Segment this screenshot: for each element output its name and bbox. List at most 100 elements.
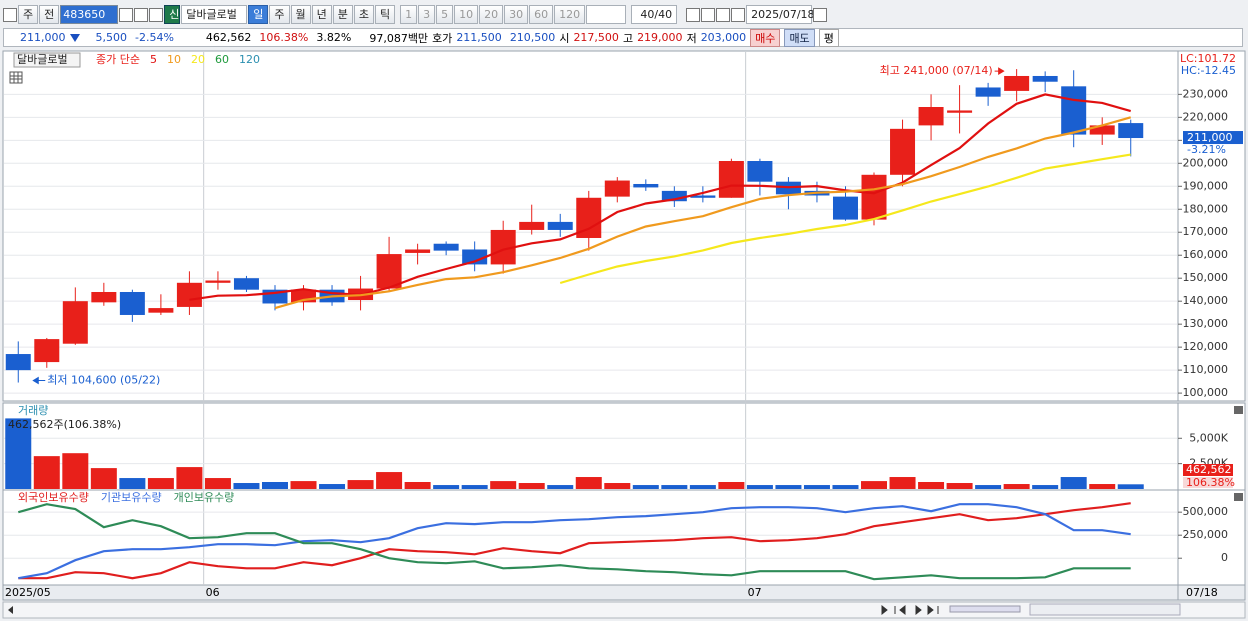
holding-line xyxy=(18,502,1131,580)
period-button[interactable]: 년 xyxy=(311,5,332,24)
volume-bar xyxy=(290,481,317,489)
period-button[interactable]: 초 xyxy=(353,5,374,24)
calendar-icon[interactable] xyxy=(813,7,828,22)
sell-button[interactable]: 매도 xyxy=(784,28,815,47)
ma-line xyxy=(189,93,1132,301)
volume-bar xyxy=(33,456,60,489)
price-tag-change: -3.21% xyxy=(1187,143,1226,156)
candle-body xyxy=(861,174,887,220)
ratio-tag-label: 106.38% xyxy=(1186,476,1235,489)
volume-bar xyxy=(918,482,945,489)
count-button[interactable]: 20 xyxy=(479,5,504,24)
count-button[interactable]: 30 xyxy=(504,5,529,24)
nav-buttons[interactable] xyxy=(881,604,939,616)
dropdown[interactable] xyxy=(119,7,134,22)
prev-button[interactable]: 전 xyxy=(39,5,60,24)
grid-icon-lines xyxy=(10,72,22,83)
date-input[interactable]: 2025/07/18 xyxy=(746,5,815,24)
candle-body xyxy=(405,249,431,253)
volume-bar xyxy=(147,478,174,489)
buy-button[interactable]: 매수 xyxy=(750,28,781,47)
period-button[interactable]: 일 xyxy=(248,5,269,24)
candle-body xyxy=(690,195,716,198)
sound[interactable] xyxy=(149,7,164,22)
holding-line xyxy=(18,503,1131,581)
stock-name: 달바글로벌 xyxy=(17,53,68,66)
scroll-left[interactable] xyxy=(8,606,13,614)
scrollbar[interactable] xyxy=(2,601,1246,619)
y-tick-label: 100,000 xyxy=(1183,386,1229,399)
volume-bar xyxy=(946,483,973,489)
ask: 211,500 xyxy=(456,31,502,44)
legend-entry: 기관보유수량 xyxy=(101,491,162,504)
volume-bar xyxy=(461,485,488,489)
legend-entry: 개인보유수량 xyxy=(174,491,235,504)
settings-icon[interactable] xyxy=(731,7,746,22)
volume-bar xyxy=(176,467,203,489)
candle-body xyxy=(661,190,687,202)
tool-icons[interactable] xyxy=(1029,603,1181,616)
count-buttons: 1 3 5 10 20 30 60 120 xyxy=(400,5,586,24)
code-input[interactable]: 483650 xyxy=(60,5,119,24)
zoom-slider[interactable] xyxy=(949,605,1021,613)
x-tick-label: 2025/05 xyxy=(5,586,51,599)
count-button[interactable]: 10 xyxy=(454,5,479,24)
y-tick-label: 220,000 xyxy=(1183,110,1229,123)
volume-bar xyxy=(1032,485,1059,489)
grid-icon[interactable] xyxy=(9,71,23,84)
period-button[interactable]: 분 xyxy=(332,5,353,24)
holdings-panel xyxy=(2,489,1179,586)
custom-input[interactable] xyxy=(586,5,627,24)
new-badge: 신 xyxy=(164,5,181,24)
candle-body xyxy=(233,278,259,290)
x-axis-right xyxy=(1177,584,1246,601)
name-box xyxy=(13,52,81,68)
low: 203,000 xyxy=(700,31,747,44)
volume-bar xyxy=(547,485,574,489)
ma-line xyxy=(559,153,1131,285)
holdings-axis-panel xyxy=(1177,489,1246,586)
close-holdings[interactable] xyxy=(1234,493,1243,501)
legend-entry: 5 xyxy=(150,53,157,66)
candle-body xyxy=(1061,86,1087,135)
volume-bar xyxy=(575,477,602,489)
bid-ask-label: 호가 xyxy=(432,31,453,45)
volume-bar xyxy=(1060,477,1087,489)
volume-bar xyxy=(119,478,146,489)
count-button[interactable]: 120 xyxy=(554,5,586,24)
count-button[interactable]: 5 xyxy=(436,5,454,24)
count-button[interactable]: 1 xyxy=(400,5,418,24)
volume-bar xyxy=(62,453,89,489)
candle-body xyxy=(433,243,459,251)
volume-bar xyxy=(90,468,117,489)
y-tick-label: 230,000 xyxy=(1183,87,1229,100)
legend-entry: 120 xyxy=(239,53,260,66)
search[interactable] xyxy=(134,7,149,22)
period-select[interactable]: 주 xyxy=(18,5,39,24)
volume-bar xyxy=(803,485,830,489)
avg-button[interactable]: 평 xyxy=(818,28,839,47)
count-button[interactable]: 60 xyxy=(529,5,554,24)
volume-bar xyxy=(889,477,916,489)
candle-body xyxy=(91,291,117,303)
save-icon[interactable] xyxy=(716,7,731,22)
close-volume[interactable] xyxy=(1234,406,1243,414)
period-button[interactable]: 월 xyxy=(290,5,311,24)
tool-icon[interactable] xyxy=(686,7,701,22)
bid: 210,500 xyxy=(509,31,556,44)
volume-bar xyxy=(404,482,431,489)
x-axis-panel xyxy=(2,584,1179,601)
down-arrow xyxy=(69,33,80,42)
layout-icon[interactable] xyxy=(3,7,17,22)
tool-icon[interactable] xyxy=(701,7,716,22)
low-note: 최저 104,600 (05/22) xyxy=(47,374,160,387)
candle-body xyxy=(1004,75,1030,91)
period-button[interactable]: 틱 xyxy=(375,5,396,24)
y-tick-label: 170,000 xyxy=(1183,225,1229,238)
volume-bar xyxy=(661,485,688,489)
count-button[interactable]: 3 xyxy=(418,5,436,24)
volume-tag xyxy=(1183,464,1233,476)
volume-bar xyxy=(233,483,260,489)
period-button[interactable]: 주 xyxy=(269,5,290,24)
candle-body xyxy=(205,280,231,283)
